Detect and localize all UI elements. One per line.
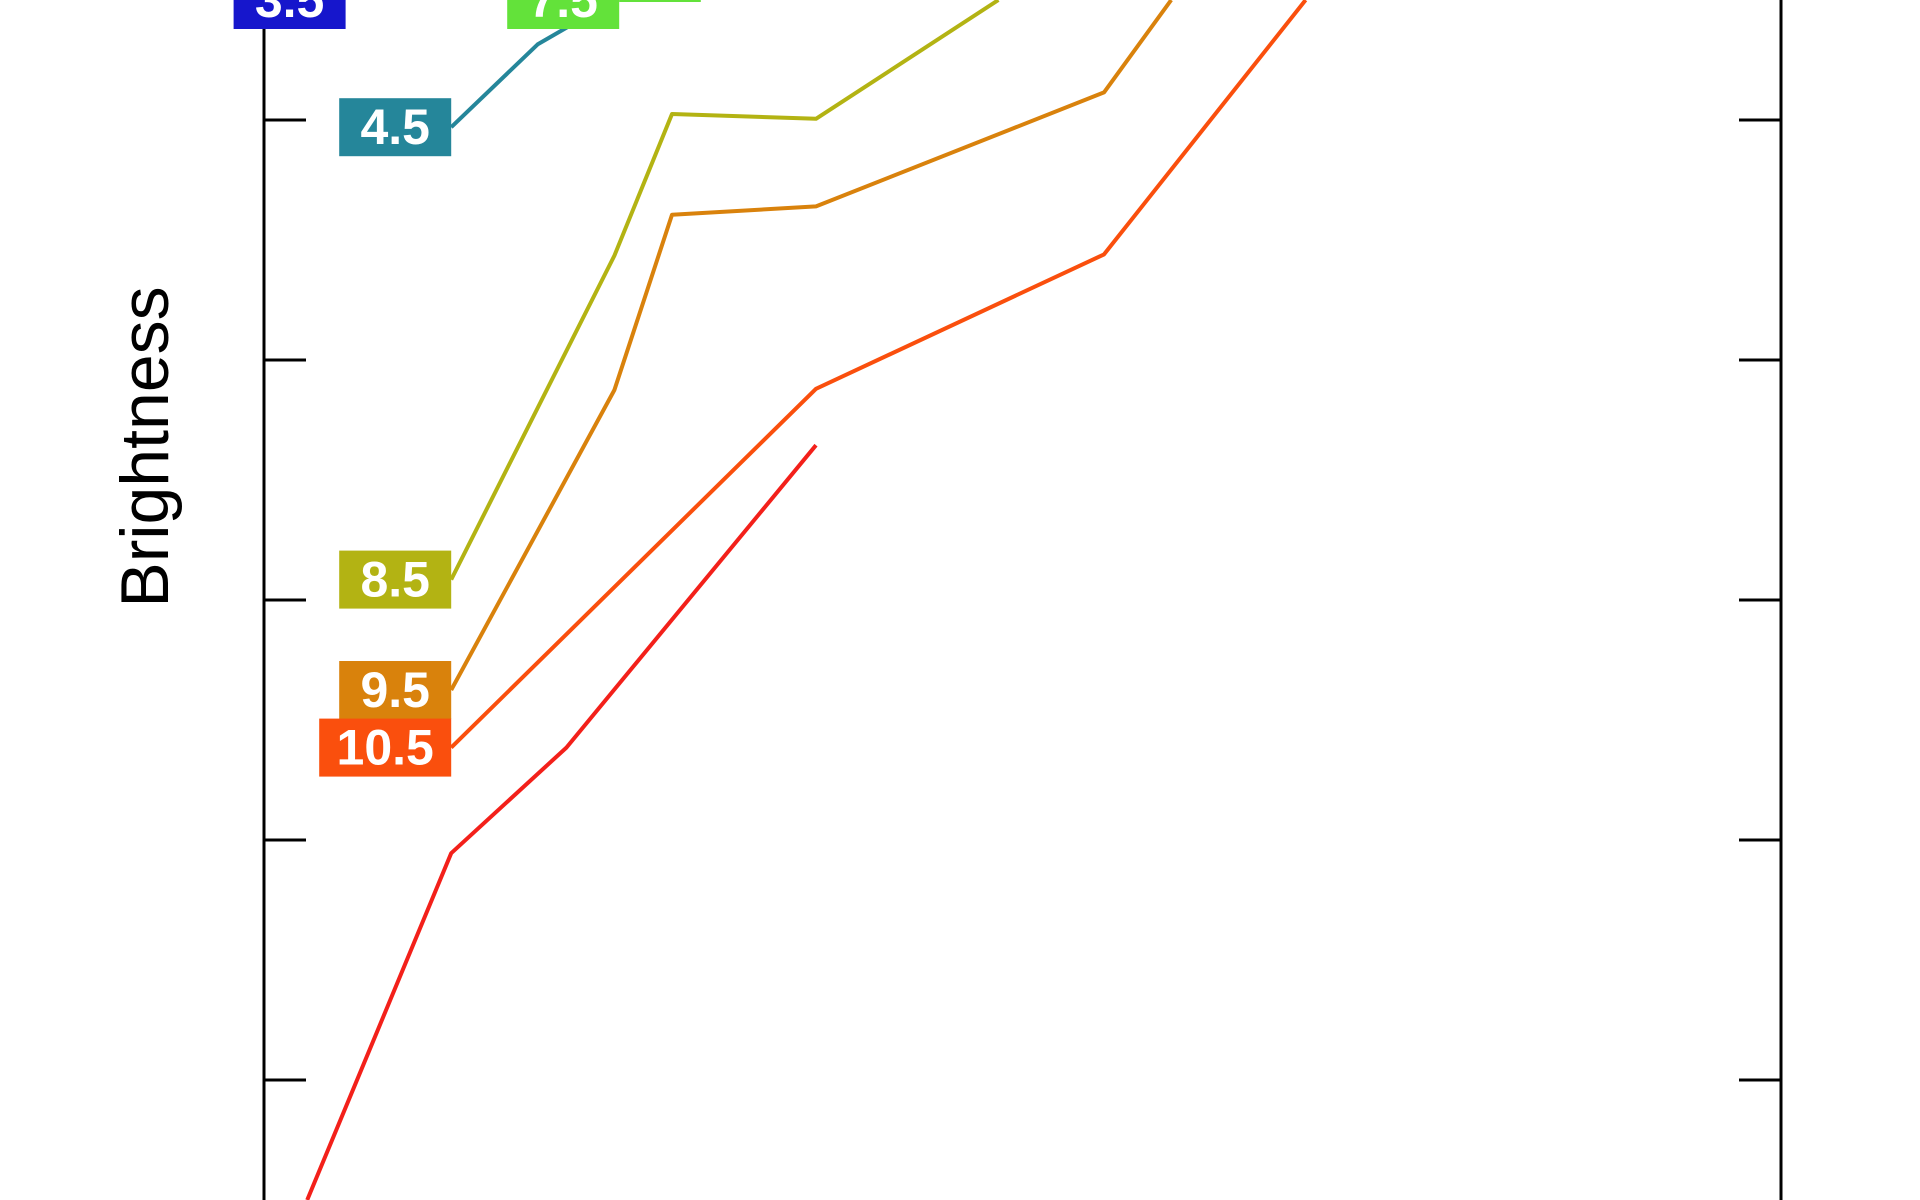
series-label-1: 4.5 bbox=[339, 98, 452, 157]
series-lines bbox=[305, 0, 1308, 1200]
series-labels: 3.5 4.5 7.5 8.5 9.510.5 bbox=[233, 0, 620, 777]
series-line-5 bbox=[449, 0, 1308, 750]
series-label-text-4: 9.5 bbox=[360, 662, 430, 718]
series-label-box-3 bbox=[339, 550, 452, 609]
series-label-5: 10.5 bbox=[319, 718, 452, 777]
y-axis-ticks bbox=[264, 118, 1781, 1082]
series-label-text-2: 7.5 bbox=[528, 0, 598, 28]
series-label-text-0: 3.5 bbox=[255, 0, 325, 28]
series-label-box-1 bbox=[339, 98, 452, 157]
series-line-3 bbox=[449, 0, 1000, 581]
series-label-0: 3.5 bbox=[233, 0, 346, 29]
series-label-2: 7.5 bbox=[507, 0, 620, 29]
plot-frame bbox=[262, 0, 1783, 1200]
series-line-4 bbox=[449, 0, 1173, 691]
series-label-3: 8.5 bbox=[339, 550, 452, 609]
series-label-box-4 bbox=[339, 661, 452, 719]
series-line-6 bbox=[305, 443, 818, 1200]
series-label-4: 9.5 bbox=[339, 661, 452, 719]
series-label-text-5: 10.5 bbox=[337, 720, 434, 776]
series-label-box-2 bbox=[507, 0, 620, 29]
y-axis-title: Brightness bbox=[107, 286, 183, 607]
series-label-box-5 bbox=[319, 718, 452, 777]
series-label-box-0 bbox=[233, 0, 346, 29]
series-label-text-1: 4.5 bbox=[360, 99, 430, 155]
series-label-text-3: 8.5 bbox=[360, 552, 430, 608]
